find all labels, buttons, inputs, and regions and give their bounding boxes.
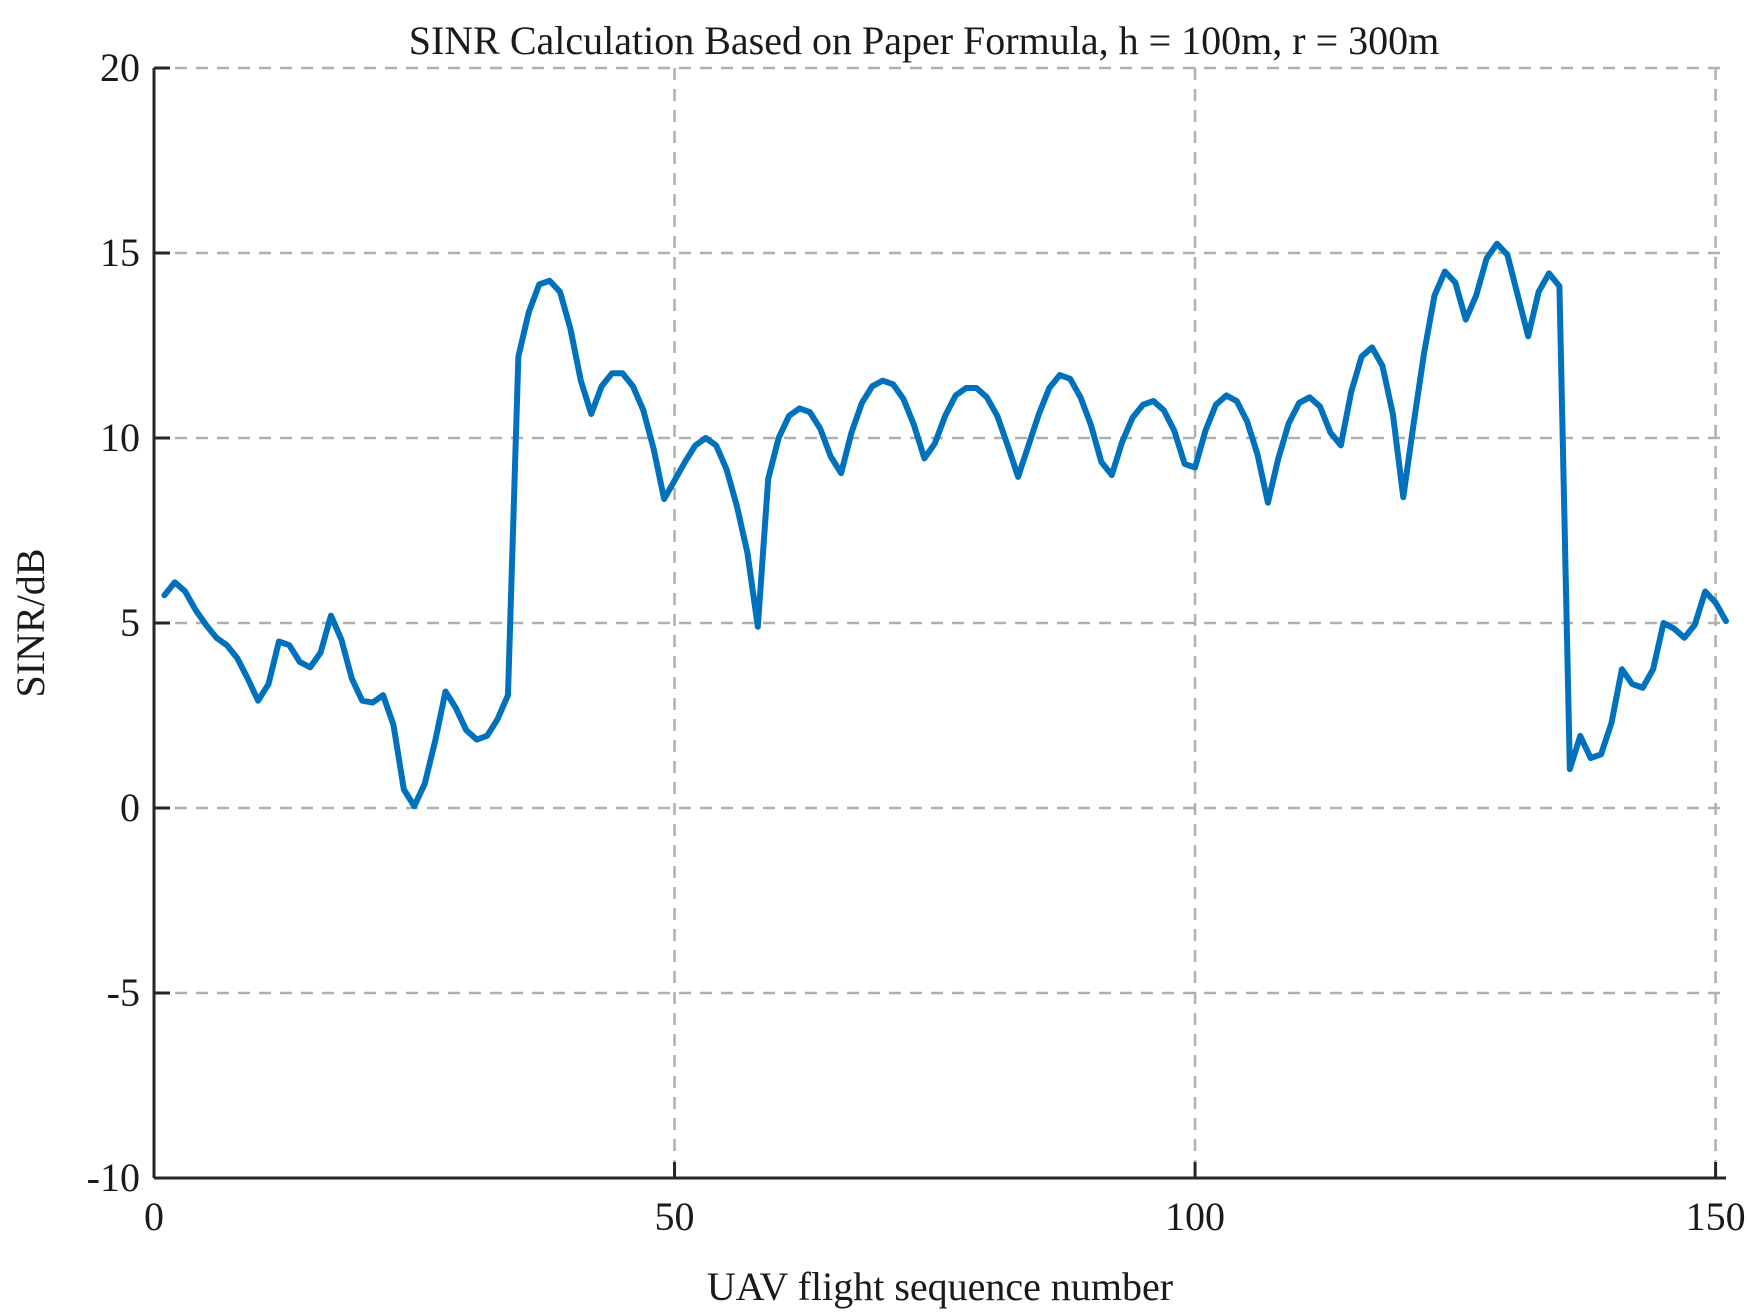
ticks: -10 -5 0 5 10 15 20 0 50 100 150 — [87, 45, 1746, 1239]
x-tick-label: 50 — [655, 1194, 695, 1239]
series-layer — [161, 240, 1729, 810]
y-tick-label: -5 — [107, 970, 140, 1015]
x-tick-label: 150 — [1686, 1194, 1746, 1239]
chart-title: SINR Calculation Based on Paper Formula,… — [409, 18, 1440, 63]
y-tick-label: 15 — [100, 230, 140, 275]
y-axis-label: SINR/dB — [8, 549, 53, 698]
y-tick-label: -10 — [87, 1155, 140, 1200]
x-tick-label: 100 — [1165, 1194, 1225, 1239]
y-tick-label: 20 — [100, 45, 140, 90]
x-axis-label: UAV flight sequence number — [707, 1264, 1173, 1309]
series-line-1 — [161, 240, 1729, 810]
grid-lines — [154, 66, 1726, 1178]
y-tick-label: 10 — [100, 415, 140, 460]
y-tick-label: 5 — [120, 600, 140, 645]
y-tick-label: 0 — [120, 785, 140, 830]
x-tick-label: 0 — [144, 1194, 164, 1239]
